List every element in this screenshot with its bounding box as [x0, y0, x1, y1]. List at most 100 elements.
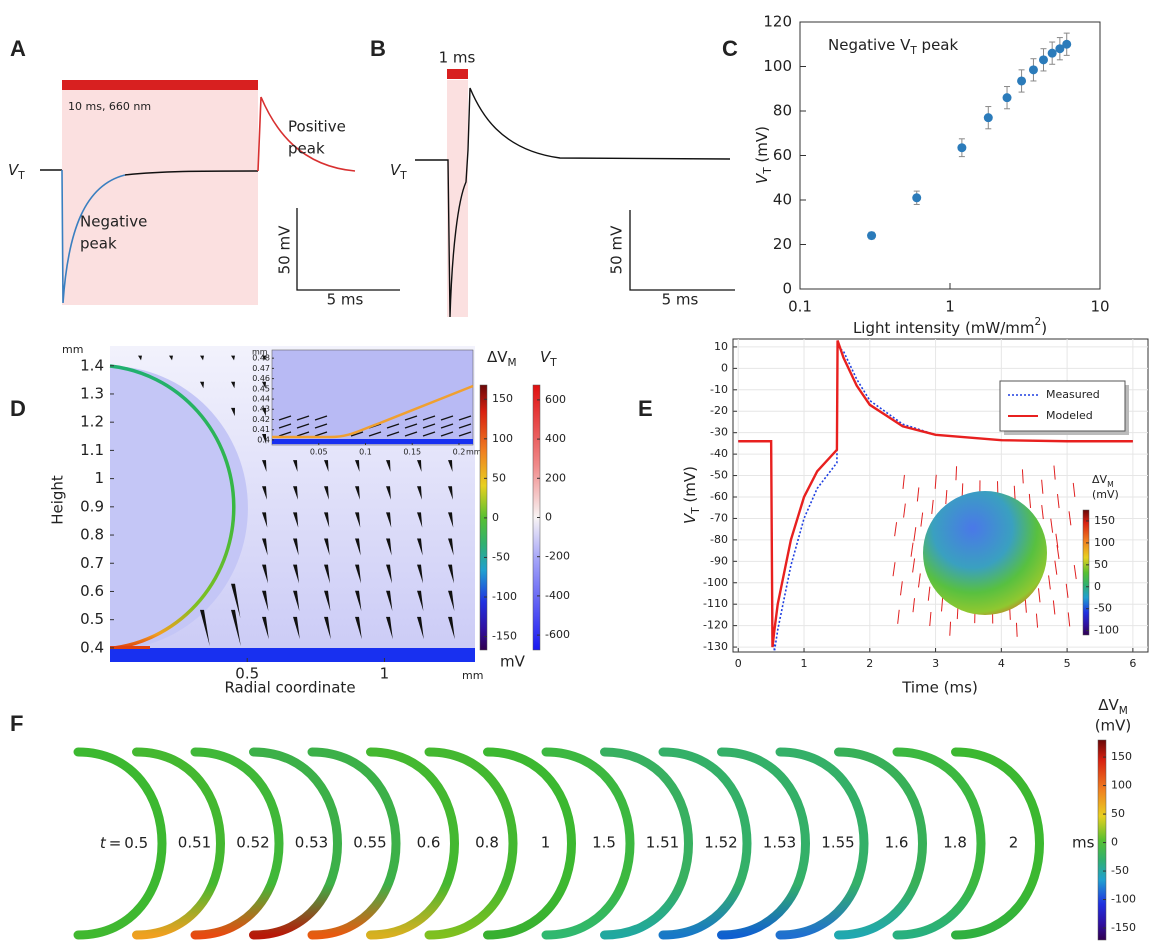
trace-label: VT [390, 161, 407, 183]
x-tick-label: 3 [932, 657, 939, 670]
time-equals: = [109, 834, 122, 852]
field-arrow [448, 590, 455, 612]
inset-x-tick-label: 0.2 [453, 448, 466, 457]
field-arrow [1038, 588, 1041, 603]
y-tick-label: 60 [773, 146, 792, 164]
field-arrow [1041, 479, 1044, 494]
y-tick-label: -90 [710, 554, 728, 567]
colorbar-label-part: V [540, 348, 552, 366]
colorbar-tick-label: -600 [545, 628, 570, 641]
membrane-arc [190, 747, 284, 940]
annotation: Negative VT peak [828, 36, 958, 58]
colorbar-label-part: M [1119, 705, 1128, 717]
field-arrow [231, 355, 235, 361]
field-arrow [1055, 533, 1059, 548]
point [1038, 55, 1048, 65]
colorbar [1097, 739, 1107, 941]
colorbar-tick-label: -150 [1111, 921, 1136, 934]
membrane-arc [132, 747, 225, 940]
colorbar-label-part: ΔV [1092, 473, 1108, 486]
y-tick-label: 10 [714, 340, 728, 353]
field-arrow [1028, 493, 1032, 508]
colorbar-tick-label: 150 [492, 392, 513, 405]
trace-label-part: V [8, 161, 20, 179]
time-label: 1.53 [763, 834, 796, 852]
field-arrow [929, 611, 932, 627]
field-arrow [422, 431, 436, 437]
colorbar-label-part: M [1107, 480, 1114, 489]
time-label: 0.55 [353, 834, 386, 852]
field-arrow [941, 597, 944, 612]
inset [271, 349, 474, 446]
field-arrow [894, 522, 898, 537]
inset-y-tick-label: 0.45 [252, 384, 270, 393]
membrane-arc [249, 747, 342, 940]
field-arrow [458, 423, 472, 429]
scale-label-x: 5 ms [327, 291, 364, 309]
point [957, 143, 967, 153]
field-arrow [897, 609, 900, 624]
field-arrow [386, 423, 400, 429]
annotation: peak [288, 140, 325, 158]
field-arrow [200, 381, 204, 389]
field-arrow [1024, 598, 1027, 613]
trace-positive [257, 96, 356, 172]
field-arrow [314, 423, 328, 429]
y-tick-label: -80 [710, 533, 728, 546]
scale-label-y: 50 mV [608, 225, 626, 274]
field-arrow [417, 538, 423, 556]
field-arrow [1072, 482, 1076, 497]
membrane-arc [541, 747, 635, 940]
field-arrow [417, 460, 422, 472]
field-arrow [1052, 600, 1056, 615]
time-unit: ms [1072, 834, 1095, 852]
field-arrow [920, 512, 924, 527]
field-arrow [262, 564, 269, 584]
y-axis-label-part: V [681, 512, 699, 524]
time-label: 0.6 [417, 834, 441, 852]
time-label: 1.8 [943, 834, 967, 852]
y-tick-label: -70 [710, 511, 728, 524]
x-tick-label: 0.1 [788, 298, 812, 316]
field-arrow [955, 466, 958, 481]
colorbar-tick-label: 400 [545, 432, 566, 445]
x-tick-label: 1 [945, 298, 955, 316]
membrane-arc [483, 747, 576, 940]
y-tick-label: -100 [703, 576, 728, 589]
x-unit: mm [462, 669, 483, 682]
colorbar-tick-label: 0 [492, 511, 499, 524]
substrate [110, 648, 475, 662]
membrane-arc [600, 747, 693, 940]
point [1047, 48, 1057, 58]
field-arrow [931, 499, 934, 515]
trace [415, 87, 731, 318]
field-arrow [293, 538, 299, 556]
colorbar-tick-label: -100 [492, 590, 517, 603]
time-label: t = 0.5 [100, 834, 148, 852]
substrate-edge [110, 646, 150, 649]
field-arrow [386, 590, 393, 612]
inset-y-tick-label: 0.42 [252, 415, 270, 424]
membrane-arc [307, 747, 401, 940]
y-tick-label: 1.1 [80, 441, 104, 459]
field-arrow [440, 415, 454, 421]
field-arrow [324, 590, 331, 612]
annotation: Negative [80, 213, 147, 231]
field-arrow [262, 538, 268, 556]
field-arrow [934, 474, 937, 489]
stimulus-bar [447, 69, 468, 79]
field-arrow [324, 538, 330, 556]
colorbar-tick-label: -400 [545, 589, 570, 602]
series-line [738, 340, 1133, 648]
field-arrow [296, 415, 310, 421]
field-arrow [1067, 612, 1071, 627]
point [1055, 44, 1065, 54]
field-arrow [912, 598, 916, 613]
y-axis-label: Height [49, 475, 67, 525]
annotation: peak [80, 235, 117, 253]
field-arrow [448, 512, 454, 528]
y-tick-label: 1 [94, 469, 104, 487]
stimulus-label: 10 ms, 660 nm [68, 100, 151, 113]
inset-y-tick-label: 0.48 [252, 354, 270, 363]
field-arrow [314, 431, 328, 437]
